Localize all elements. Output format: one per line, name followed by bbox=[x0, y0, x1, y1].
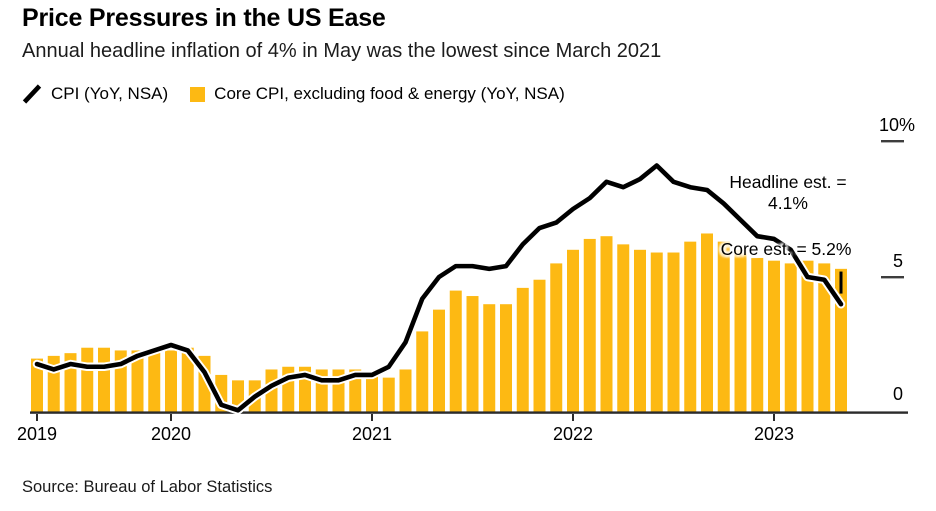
x-axis-tick bbox=[36, 414, 38, 421]
annotation-headline-line1: Headline est. = bbox=[729, 172, 847, 192]
legend: CPI (YoY, NSA) Core CPI, excluding food … bbox=[22, 84, 565, 104]
core-cpi-bar bbox=[717, 241, 730, 413]
core-cpi-bar bbox=[315, 369, 328, 413]
x-axis-label: 2020 bbox=[151, 424, 191, 444]
core-cpi-bar bbox=[31, 358, 43, 413]
x-axis-tick bbox=[371, 414, 373, 421]
bar-swatch-icon bbox=[190, 86, 206, 102]
core-cpi-bar bbox=[416, 331, 429, 413]
core-estimate-marker bbox=[839, 271, 843, 294]
y-axis-label: 5 bbox=[893, 251, 903, 271]
core-cpi-bar bbox=[165, 350, 177, 413]
core-cpi-bar bbox=[684, 241, 697, 413]
core-cpi-bar bbox=[634, 249, 646, 413]
core-cpi-bar bbox=[483, 304, 496, 413]
core-cpi-bar bbox=[701, 233, 713, 413]
legend-label-cpi: CPI (YoY, NSA) bbox=[51, 84, 169, 103]
core-cpi-bar bbox=[399, 369, 412, 413]
core-cpi-bar bbox=[500, 304, 512, 413]
core-cpi-bar bbox=[768, 260, 780, 413]
core-cpi-bar bbox=[98, 347, 110, 413]
legend-item-core-cpi-bar: Core CPI, excluding food & energy (YoY, … bbox=[190, 84, 565, 104]
core-cpi-bar bbox=[734, 249, 747, 413]
x-axis-label: 2023 bbox=[754, 424, 794, 444]
core-cpi-bar bbox=[466, 296, 479, 413]
core-cpi-bar bbox=[449, 290, 462, 413]
legend-label-core-cpi: Core CPI, excluding food & energy (YoY, … bbox=[214, 84, 565, 103]
core-cpi-bar bbox=[114, 350, 127, 413]
core-cpi-bar bbox=[265, 369, 278, 413]
core-cpi-bar bbox=[583, 238, 596, 413]
core-cpi-bar bbox=[818, 263, 831, 413]
core-cpi-bar bbox=[81, 347, 94, 413]
core-cpi-bar bbox=[801, 260, 814, 413]
core-cpi-bar bbox=[198, 355, 211, 413]
chart-subtitle: Annual headline inflation of 4% in May w… bbox=[22, 40, 662, 62]
core-cpi-bar bbox=[232, 380, 244, 413]
core-cpi-bar bbox=[332, 369, 345, 413]
annotation-headline-line2: 4.1% bbox=[768, 193, 808, 213]
source-note: Source: Bureau of Labor Statistics bbox=[22, 478, 273, 496]
y-axis-label: 0 bbox=[893, 384, 903, 404]
core-cpi-bar bbox=[835, 268, 847, 413]
x-axis-label: 2022 bbox=[553, 424, 593, 444]
x-axis-tick bbox=[170, 414, 172, 421]
core-cpi-bar bbox=[215, 374, 228, 413]
core-cpi-bar bbox=[64, 353, 77, 413]
core-cpi-bar bbox=[181, 347, 194, 413]
core-cpi-bar bbox=[382, 377, 395, 413]
core-cpi-bar bbox=[248, 380, 261, 413]
core-cpi-bar bbox=[282, 366, 295, 413]
x-axis-tick bbox=[572, 414, 574, 421]
y-axis-tick bbox=[881, 140, 904, 143]
core-cpi-bar bbox=[751, 257, 764, 413]
core-cpi-bar bbox=[366, 374, 378, 413]
y-axis-tick bbox=[881, 276, 904, 279]
line-swatch-icon bbox=[22, 84, 42, 104]
y-axis-label: 10% bbox=[879, 115, 915, 135]
x-axis-tick bbox=[773, 414, 775, 421]
core-cpi-bar bbox=[650, 252, 663, 413]
core-cpi-bar bbox=[550, 263, 563, 413]
core-cpi-bar bbox=[131, 350, 144, 413]
chart-title: Price Pressures in the US Ease bbox=[22, 4, 386, 32]
x-axis-label: 2021 bbox=[352, 424, 392, 444]
core-cpi-bar bbox=[47, 355, 60, 413]
core-cpi-bar bbox=[667, 252, 680, 413]
x-axis-label: 2019 bbox=[17, 424, 57, 444]
annotation-core-estimate: Core est. = 5.2% bbox=[720, 239, 852, 259]
core-cpi-bar bbox=[516, 287, 529, 413]
annotation-headline-estimate: Headline est. = 4.1% bbox=[702, 172, 874, 214]
core-cpi-bar bbox=[600, 236, 613, 413]
core-cpi-bar bbox=[433, 309, 445, 413]
core-cpi-bar bbox=[349, 369, 362, 413]
x-axis-line bbox=[30, 411, 908, 414]
core-cpi-bar bbox=[784, 263, 797, 413]
core-cpi-bar bbox=[617, 244, 630, 413]
core-cpi-bar bbox=[533, 279, 546, 413]
legend-item-cpi-line: CPI (YoY, NSA) bbox=[22, 84, 168, 104]
core-cpi-bar bbox=[148, 350, 161, 413]
core-cpi-bar bbox=[299, 366, 311, 413]
core-cpi-bar bbox=[567, 249, 579, 413]
